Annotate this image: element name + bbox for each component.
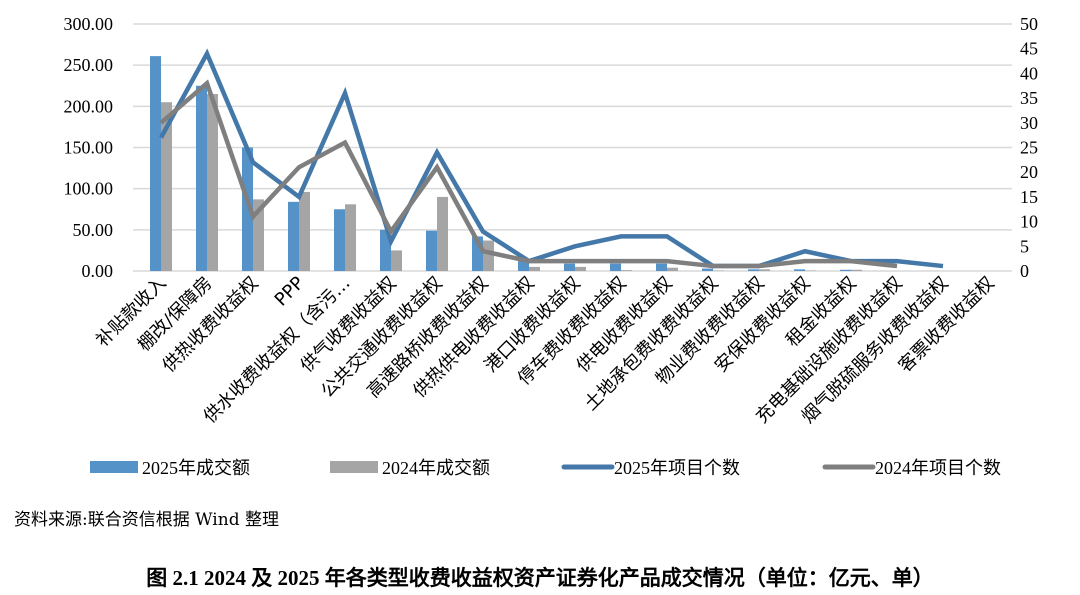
bar-2024年成交额 [253, 199, 264, 271]
left-tick-label: 50.00 [73, 220, 114, 240]
bar-2025年成交额 [196, 85, 207, 271]
right-tick-label: 0 [1020, 261, 1029, 281]
right-tick-label: 30 [1020, 113, 1038, 133]
bar-2025年成交额 [840, 269, 851, 271]
bar-2024年成交额 [759, 269, 770, 271]
left-tick-label: 100.00 [64, 179, 114, 199]
source-note: 资料来源:联合资信根据 Wind 整理 [14, 510, 279, 530]
right-tick-label: 50 [1020, 14, 1038, 34]
left-tick-label: 0.00 [82, 261, 114, 281]
right-tick-label: 40 [1020, 63, 1038, 83]
right-tick-label: 25 [1020, 138, 1038, 158]
bar-2024年成交额 [207, 93, 218, 271]
bar-2025年成交额 [564, 263, 575, 271]
bar-2024年成交额 [575, 266, 586, 271]
bar-2025年成交额 [518, 261, 529, 271]
bar-2025年成交额 [656, 263, 667, 271]
right-tick-label: 15 [1020, 187, 1038, 207]
right-tick-label: 45 [1020, 39, 1038, 59]
legend-label: 2024年成交额 [382, 458, 490, 478]
bar-2025年成交额 [426, 230, 437, 271]
bar-2024年成交额 [621, 270, 632, 271]
line-2025年项目个数 [159, 48, 944, 269]
bar-2024年成交额 [851, 269, 862, 271]
bar-2024年成交额 [391, 250, 402, 271]
bar-2025年成交额 [288, 201, 299, 271]
bar-2024年成交额 [483, 240, 494, 271]
left-tick-label: 250.00 [64, 55, 114, 75]
bar-2024年成交额 [299, 191, 310, 271]
bar-2025年成交额 [610, 263, 621, 271]
bar-2024年成交额 [161, 102, 172, 271]
legend-label: 2025年项目个数 [614, 458, 740, 478]
bar-2025年成交额 [472, 236, 483, 271]
bar-2025年成交额 [242, 147, 253, 271]
left-tick-label: 200.00 [64, 96, 114, 116]
right-tick-label: 10 [1020, 212, 1038, 232]
bar-2025年成交额 [334, 209, 345, 271]
bar-2024年成交额 [437, 196, 448, 271]
figure-caption: 图 2.1 2024 及 2025 年各类型收费收益权资产证券化产品成交情况（单… [146, 566, 934, 590]
bar-2025年成交额 [794, 269, 805, 271]
legend-swatch-bar [90, 461, 138, 473]
right-tick-label: 5 [1020, 236, 1029, 256]
legend-label: 2024年项目个数 [875, 458, 1001, 478]
bar-2024年成交额 [529, 266, 540, 271]
bar-2025年成交额 [702, 268, 713, 271]
legend-label: 2025年成交额 [142, 458, 250, 478]
bar-2025年成交额 [150, 56, 161, 271]
left-tick-label: 150.00 [64, 138, 114, 158]
category-label: PPP [271, 273, 309, 311]
bar-2024年成交额 [667, 267, 678, 271]
legend-swatch-bar [330, 461, 378, 473]
bar-2025年成交额 [748, 269, 759, 271]
right-tick-label: 35 [1020, 88, 1038, 108]
left-tick-label: 300.00 [64, 14, 114, 34]
line-2024年项目个数 [159, 79, 898, 269]
bar-2024年成交额 [345, 204, 356, 271]
right-tick-label: 20 [1020, 162, 1038, 182]
bar-2025年成交额 [380, 229, 391, 271]
